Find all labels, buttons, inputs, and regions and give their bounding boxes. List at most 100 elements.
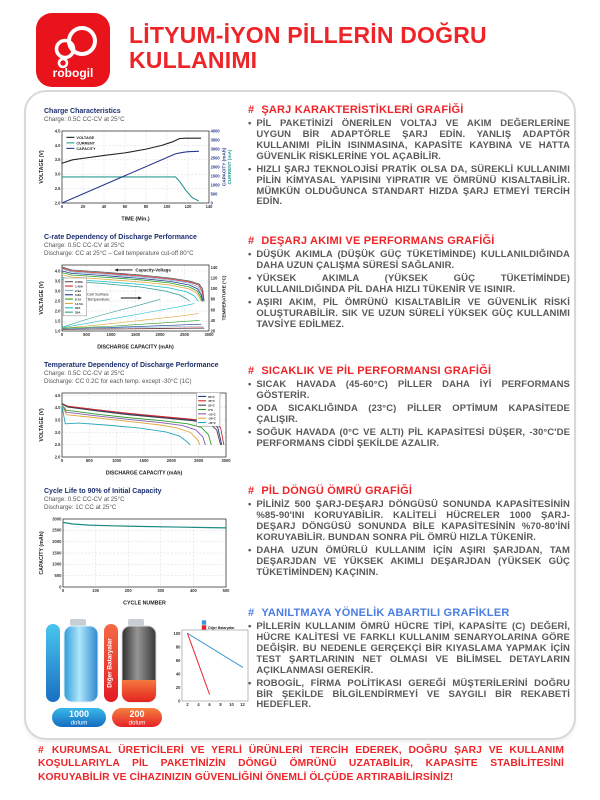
svg-text:2500: 2500 bbox=[211, 155, 221, 160]
cycle-life-chart: 0 100 200 300 400 500 0 500 1000 1500 2000 2500 3000… bbox=[39, 516, 230, 606]
svg-text:DISCHARGE CAPACITY (mAh): DISCHARGE CAPACITY (mAh) bbox=[97, 344, 174, 350]
svg-text:25A: 25A bbox=[75, 310, 81, 314]
svg-text:CAPACITY: CAPACITY bbox=[76, 147, 96, 151]
svg-text:1000: 1000 bbox=[52, 561, 62, 566]
svg-text:0: 0 bbox=[61, 332, 64, 337]
bullet-item: • PİL PAKETİNİZİ ÖNERİLEN VOLTAJ VE AKIM … bbox=[248, 118, 570, 163]
section-heading: # PİL DÖNGÜ ÖMRÜ GRAFİĞİ bbox=[248, 485, 413, 497]
svg-text:2000: 2000 bbox=[155, 332, 165, 337]
other-cycles-badge bbox=[112, 708, 162, 727]
bullet-text: SOĞUK HAVADA (0°C VE ALTI) PİL KAPASİTES… bbox=[256, 426, 570, 449]
bullet-dot: • bbox=[248, 118, 252, 129]
svg-text:40: 40 bbox=[102, 204, 107, 209]
chart-subtitle: Discharge: CC at 25°C – Cell temperature… bbox=[44, 249, 194, 257]
svg-text:300: 300 bbox=[157, 588, 165, 593]
bullet-text: DAHA UZUN ÖMÜRLÜ KULLANIM İÇİN AŞIRI ŞAR… bbox=[256, 544, 570, 578]
svg-text:120: 120 bbox=[211, 275, 219, 280]
svg-text:500: 500 bbox=[55, 573, 63, 578]
svg-text:12: 12 bbox=[240, 702, 245, 707]
other-cycles-value: 200 bbox=[129, 709, 144, 719]
svg-text:2.5: 2.5 bbox=[55, 442, 61, 447]
svg-text:3.0: 3.0 bbox=[55, 288, 61, 293]
svg-text:0: 0 bbox=[61, 458, 64, 463]
chart-block-temperature-discharge: Temperature Dependency of Discharge Perf… bbox=[38, 362, 248, 476]
bullet-text: PİLLERİN KULLANIM ÖMRÜ HÜCRE TİPİ, KAPAS… bbox=[256, 621, 570, 676]
bullet-dot: • bbox=[248, 499, 252, 510]
svg-text:1500: 1500 bbox=[211, 173, 221, 178]
svg-text:40: 40 bbox=[176, 671, 181, 676]
svg-text:3000: 3000 bbox=[204, 332, 214, 337]
svg-text:2.0: 2.0 bbox=[55, 200, 61, 205]
svg-text:Cell Surface: Cell Surface bbox=[87, 291, 110, 296]
svg-text:4.0: 4.0 bbox=[55, 405, 61, 410]
svg-text:4.0: 4.0 bbox=[55, 143, 61, 148]
bullet-dot: • bbox=[248, 249, 252, 260]
svg-text:1500: 1500 bbox=[139, 458, 149, 463]
chart-subtitle: Charge: 0.5C CC-CV at 25°C bbox=[44, 242, 125, 249]
hash-mark: # bbox=[248, 104, 255, 116]
svg-text:2.5: 2.5 bbox=[55, 186, 61, 191]
svg-text:10: 10 bbox=[229, 702, 234, 707]
svg-text:1000: 1000 bbox=[211, 182, 221, 187]
hash-mark: # bbox=[248, 607, 255, 619]
svg-text:3500: 3500 bbox=[211, 137, 221, 142]
svg-text:2000: 2000 bbox=[211, 164, 221, 169]
bullet-text: PİL PAKETİNİZİ ÖNERİLEN VOLTAJ VE AKIM D… bbox=[256, 118, 570, 162]
battery-cap bbox=[128, 619, 144, 626]
svg-text:4: 4 bbox=[197, 702, 200, 707]
svg-text:CURRENT: CURRENT bbox=[76, 141, 95, 145]
robogil-logo-icon: robogil bbox=[53, 26, 97, 80]
svg-text:4.5: 4.5 bbox=[55, 128, 61, 133]
svg-text:2.9A: 2.9A bbox=[75, 288, 82, 292]
svg-text:1.5: 1.5 bbox=[55, 318, 61, 323]
svg-text:DISCHARGE CAPACITY (mAh): DISCHARGE CAPACITY (mAh) bbox=[106, 470, 183, 476]
logo-wordmark: robogil bbox=[53, 66, 94, 80]
svg-text:45°C: 45°C bbox=[208, 399, 216, 403]
robogil-cycles-value: 1000 bbox=[69, 709, 89, 719]
svg-text:100: 100 bbox=[174, 631, 182, 636]
bullet-text: PİLİNİZ 500 ŞARJ-DEŞARJ DÖNGÜSÜ SONUNDA … bbox=[256, 499, 570, 543]
svg-text:80: 80 bbox=[211, 296, 216, 301]
svg-text:4.5: 4.5 bbox=[55, 392, 61, 397]
svg-text:0: 0 bbox=[178, 698, 181, 703]
svg-text:CAPACITY (mAh): CAPACITY (mAh) bbox=[39, 531, 45, 575]
svg-text:0: 0 bbox=[59, 584, 62, 589]
section-temperature-performance: # SICAKLIK VE PİL PERFORMANSI GRAFİĞİ • SI… bbox=[248, 365, 570, 452]
svg-text:5.8A: 5.8A bbox=[75, 293, 82, 297]
chart-title: C-rate Dependency of Discharge Performan… bbox=[44, 234, 197, 241]
bullet-dot: • bbox=[248, 296, 252, 308]
svg-text:1500: 1500 bbox=[131, 332, 141, 337]
content-card: Charge Characteristics Charge: 0.5C CC-C… bbox=[24, 90, 576, 740]
section-discharge-current: # DEŞARJ AKIMI VE PERFORMANS GRAFİĞİ • DÜŞ… bbox=[248, 235, 570, 332]
bullet-item: • HIZLI ŞARJ TEKNOLOJİSİ PRATİK OLSA DA, … bbox=[248, 164, 570, 209]
section-bullets: • PİLİNİZ 500 ŞARJ-DEŞARJ DÖNGÜSÜ SONUNDA… bbox=[248, 499, 570, 578]
svg-text:60: 60 bbox=[211, 307, 216, 312]
bullet-item: • ODA SICAKLIĞINDA (23°C) PİLLER OPTİMUM … bbox=[248, 403, 570, 426]
section-bullets: • PİLLERİN KULLANIM ÖMRÜ HÜCRE TİPİ, KAPA… bbox=[248, 621, 570, 711]
svg-text:CAPACITY (mAh): CAPACITY (mAh) bbox=[222, 147, 227, 186]
bullet-text: ROBOGİL, FİRMA POLİTİKASI GEREĞİ MÜŞTERİ… bbox=[256, 677, 570, 711]
other-cycles-unit: dolum bbox=[129, 720, 146, 727]
chart-title: Charge Characteristics bbox=[44, 108, 121, 115]
svg-text:0: 0 bbox=[62, 588, 65, 593]
bullet-text: YÜKSEK AKIMLA (YÜKSEK GÜÇ TÜKETİMİNDE) K… bbox=[256, 272, 570, 295]
chart-subtitle: Charge: 0.5C CC-CV at 25°C bbox=[44, 116, 125, 123]
section-heading: # ŞARJ KARAKTERİSTİKLERİ GRAFİĞİ bbox=[248, 104, 464, 116]
svg-text:2500: 2500 bbox=[180, 332, 190, 337]
chart-title: Cycle Life to 90% of Initial Capacity bbox=[44, 488, 162, 495]
bullet-item: • SOĞUK HAVADA (0°C VE ALTI) PİL KAPASİTE… bbox=[248, 426, 570, 450]
robogil-logo: robogil bbox=[36, 13, 110, 87]
robogil-cycles-badge bbox=[52, 708, 106, 727]
svg-text:0: 0 bbox=[61, 204, 64, 209]
chart-subtitle: Discharge: 1C CC at 25°C bbox=[44, 503, 117, 511]
svg-text:8: 8 bbox=[219, 702, 222, 707]
chart-block-charge-characteristics: Charge Characteristics Charge: 0.5C CC-C… bbox=[38, 108, 248, 222]
svg-text:0°C: 0°C bbox=[208, 407, 214, 411]
footer-text: KURUMSAL ÜRETİCİLERİ VE YERLİ ÜRÜNLERİ T… bbox=[38, 745, 564, 783]
svg-text:60: 60 bbox=[176, 658, 181, 663]
bullet-dot: • bbox=[248, 272, 252, 284]
svg-text:14.5A: 14.5A bbox=[75, 301, 84, 305]
svg-text:-30°C: -30°C bbox=[208, 420, 217, 424]
